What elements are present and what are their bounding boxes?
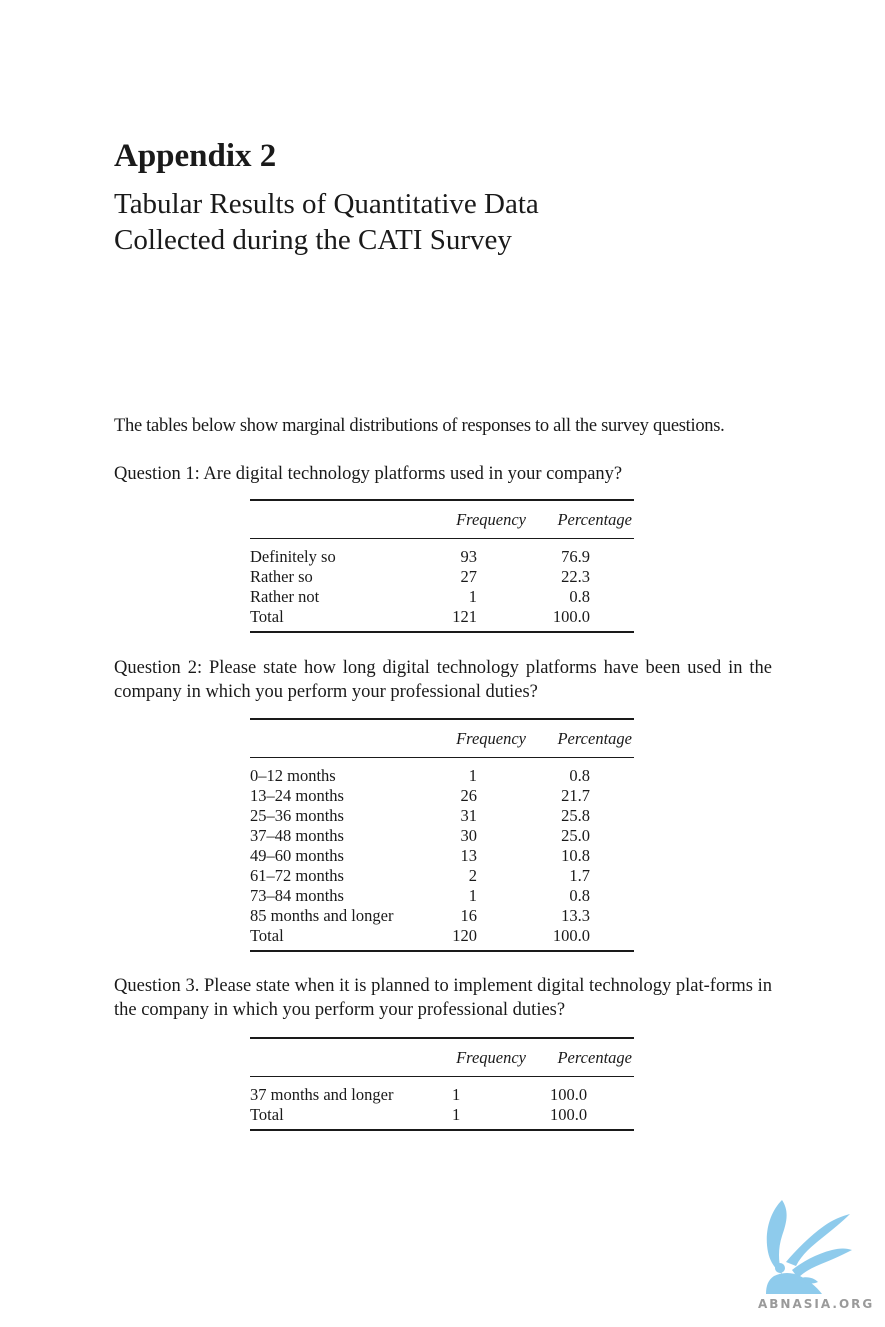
watermark-text: ABNASIA.ORG [758,1297,875,1311]
question-1-text: Question 1: Are digital technology platf… [114,464,623,484]
frequency-cell: 27 [460,567,478,586]
percentage-cell: 13.3 [561,906,590,925]
frequency-cell: 1 [468,766,477,785]
frequency-cell: 2 [468,866,477,885]
percentage-cell: 100.0 [552,607,590,626]
row-label: 73–84 months [250,886,344,905]
griffin-logo-icon [766,1200,852,1294]
frequency-cell: 16 [460,906,478,925]
row-label: 0–12 months [250,766,336,785]
table-row: Rather so 27 22.3 [250,567,634,587]
percentage-cell: 76.9 [561,547,590,566]
frequency-cell: 1 [468,587,477,606]
table-row: Total 121 100.0 [250,607,634,627]
frequency-cell: 93 [460,547,478,566]
column-header-percentage: Percentage [557,1048,632,1067]
percentage-cell: 100.0 [552,926,590,945]
row-label: 13–24 months [250,786,344,805]
table-body: Definitely so 93 76.9 Rather so 27 22.3 Rather… [250,539,634,631]
question-1-table: Frequency Percentage Definitely so 93 76.9… [250,499,634,633]
table-row: Total 1 100.0 [250,1105,634,1125]
column-header-percentage: Percentage [557,729,632,748]
frequency-cell: 1 [452,1105,461,1124]
question-3-text: Question 3. Please state when it is plan… [114,976,772,1020]
percentage-cell: 0.8 [569,886,590,905]
table-header: Frequency Percentage [250,501,634,539]
frequency-cell: 31 [460,806,478,825]
row-label: Rather not [250,587,320,606]
table-header: Frequency Percentage [250,720,634,758]
intro-paragraph: The tables below show marginal distribut… [114,416,725,436]
row-label: 49–60 months [250,846,344,865]
row-label: Total [250,1105,284,1124]
table-row: 25–36 months 31 25.8 [250,806,634,826]
table-body: 0–12 months 1 0.8 13–24 months 26 21.7 25–36 m… [250,758,634,950]
row-label: 37 months and longer [250,1085,394,1104]
frequency-cell: 121 [452,607,477,626]
percentage-cell: 0.8 [569,587,590,606]
table-row: 61–72 months 2 1.7 [250,866,634,886]
row-label: Total [250,926,284,945]
row-label: 61–72 months [250,866,344,885]
percentage-cell: 100.0 [550,1105,588,1124]
row-label: 25–36 months [250,806,344,825]
percentage-cell: 22.3 [561,567,590,586]
percentage-cell: 10.8 [561,846,590,865]
row-label: 37–48 months [250,826,344,845]
percentage-cell: 0.8 [569,766,590,785]
table-body: 37 months and longer 1 100.0 Total 1 100.0 [250,1077,634,1129]
table-row: 37–48 months 30 25.0 [250,826,634,846]
table-row: 13–24 months 26 21.7 [250,786,634,806]
table-row: 85 months and longer 16 13.3 [250,906,634,926]
page-heading: Appendix 2 [114,138,277,174]
row-label: Total [250,607,284,626]
question-2-table: Frequency Percentage 0–12 months 1 0.8 13–2… [250,718,634,952]
table-row: 49–60 months 13 10.8 [250,846,634,866]
percentage-cell: 21.7 [561,786,590,805]
row-label: Rather so [250,567,313,586]
table-row: Definitely so 93 76.9 [250,547,634,567]
question-2-text: Question 2: Please state how long digita… [114,658,772,702]
table-header: Frequency Percentage [250,1039,634,1077]
subtitle-line-2: Collected during the CATI Survey [114,224,512,256]
table-row: 37 months and longer 1 100.0 [250,1085,634,1105]
page-subtitle: Tabular Results of Quantitative Data Col… [114,186,539,258]
frequency-cell: 26 [460,786,478,805]
column-header-frequency: Frequency [456,510,526,529]
percentage-cell: 25.8 [561,806,590,825]
question-3-table: Frequency Percentage 37 months and longe… [250,1037,634,1131]
percentage-cell: 1.7 [569,866,590,885]
row-label: 85 months and longer [250,906,394,925]
subtitle-line-1: Tabular Results of Quantitative Data [114,188,539,220]
frequency-cell: 120 [452,926,477,945]
percentage-cell: 100.0 [550,1085,588,1104]
percentage-cell: 25.0 [561,826,590,845]
frequency-cell: 1 [452,1085,461,1104]
row-label: Definitely so [250,547,336,566]
table-row: Rather not 1 0.8 [250,587,634,607]
table-row: Total 120 100.0 [250,926,634,946]
frequency-cell: 1 [468,886,477,905]
column-header-frequency: Frequency [456,1048,526,1067]
table-row: 0–12 months 1 0.8 [250,766,634,786]
frequency-cell: 13 [460,846,478,865]
column-header-percentage: Percentage [557,510,632,529]
frequency-cell: 30 [460,826,478,845]
column-header-frequency: Frequency [456,729,526,748]
table-row: 73–84 months 1 0.8 [250,886,634,906]
